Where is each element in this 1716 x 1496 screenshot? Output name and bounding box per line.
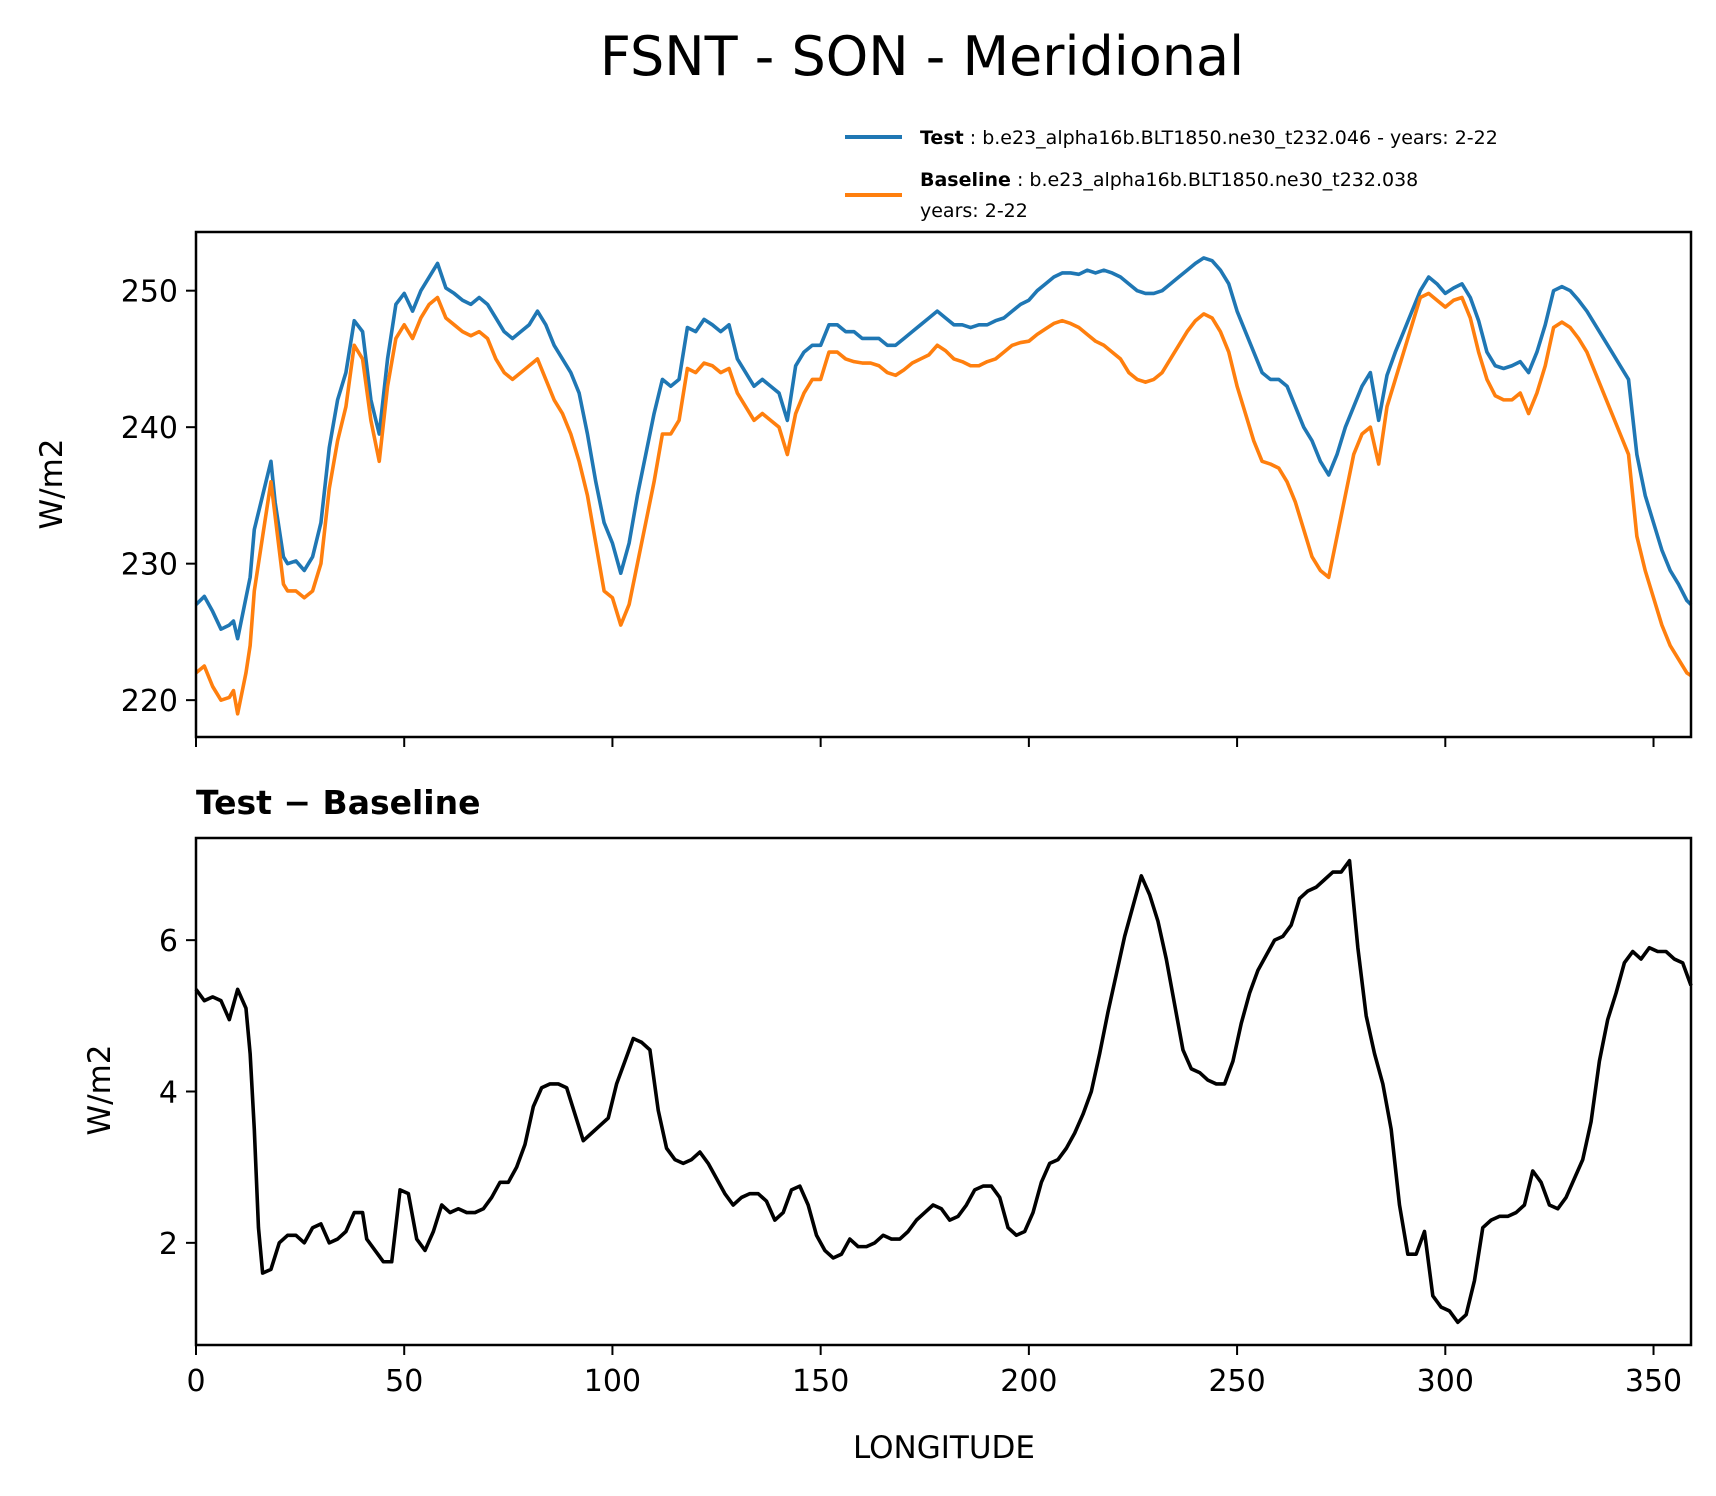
top-y-tick-label: 230 xyxy=(121,548,178,583)
bottom-y-tick-label: 6 xyxy=(159,924,178,959)
bottom-plot-area: 0 50 100 150 200 250 300 350 2 4 6 W/m2 LONGITUDE xyxy=(82,836,1693,1466)
bottom-panel-title: Test − Baseline xyxy=(196,783,481,822)
bottom-axis-ticks: 0 50 100 150 200 250 300 350 2 4 6 xyxy=(159,924,1682,1399)
top-plot-frame xyxy=(194,230,1693,739)
legend-baseline-years: years: 2-22 xyxy=(920,200,1028,222)
series-line-test xyxy=(194,256,1693,641)
bottom-y-tick-label: 4 xyxy=(159,1076,178,1111)
legend-test-label: Test : b.e23_alpha16b.BLT1850.ne30_t232.… xyxy=(920,127,1498,149)
legend-baseline-label: Baseline : b.e23_alpha16b.BLT1850.ne30_t… xyxy=(920,169,1418,191)
x-tick-label: 350 xyxy=(1625,1364,1682,1399)
top-y-tick-label: 220 xyxy=(121,684,178,719)
bottom-y-tick-label: 2 xyxy=(159,1227,178,1262)
top-axis-ticks: 220 230 240 250 xyxy=(121,275,1655,747)
bottom-y-axis-label: W/m2 xyxy=(82,1044,118,1135)
x-tick-label: 250 xyxy=(1208,1364,1265,1399)
series-line-test-baseline xyxy=(194,858,1693,1325)
top-y-axis-label: W/m2 xyxy=(34,438,70,529)
top-series-group xyxy=(194,256,1693,716)
x-tick-label: 50 xyxy=(385,1364,423,1399)
x-tick-label: 200 xyxy=(1000,1364,1057,1399)
figure-title: FSNT - SON - Meridional xyxy=(600,25,1244,88)
top-y-tick-label: 240 xyxy=(121,411,178,446)
series-line-baseline xyxy=(194,291,1692,716)
legend: Test : b.e23_alpha16b.BLT1850.ne30_t232.… xyxy=(845,127,1498,222)
top-plot-area: 220 230 240 250 W/m2 xyxy=(34,230,1693,747)
bottom-series-group xyxy=(194,858,1693,1325)
top-y-tick-label: 250 xyxy=(121,275,178,310)
x-tick-label: 300 xyxy=(1417,1364,1474,1399)
x-tick-label: 0 xyxy=(186,1364,205,1399)
x-tick-label: 100 xyxy=(584,1364,641,1399)
x-tick-label: 150 xyxy=(792,1364,849,1399)
x-axis-label: LONGITUDE xyxy=(853,1430,1035,1466)
bottom-plot-frame xyxy=(194,836,1693,1347)
